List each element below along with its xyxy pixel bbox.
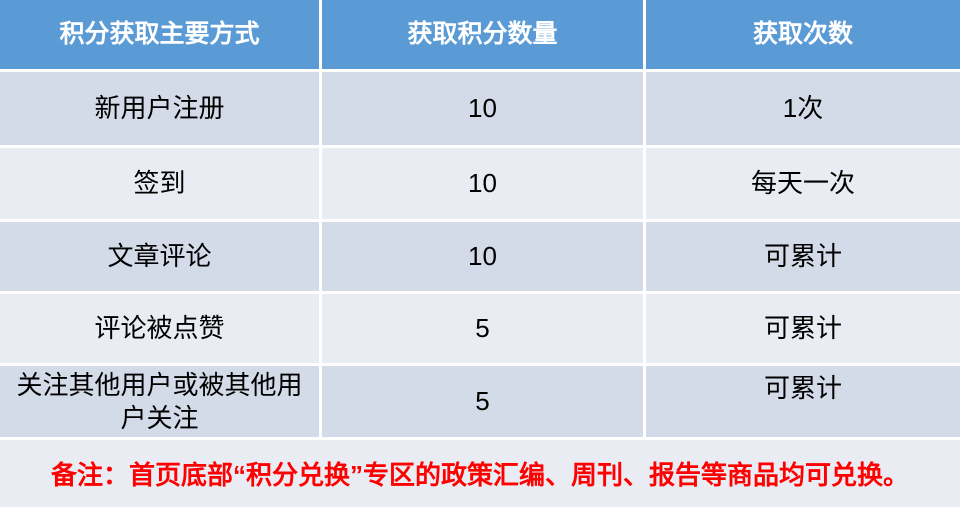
times-cell: 可累计 — [646, 366, 960, 437]
table-row: 文章评论 10 可累计 — [0, 222, 960, 291]
note-row: 备注：首页底部“积分兑换”专区的政策汇编、周刊、报告等商品均可兑换。 — [0, 440, 960, 507]
table-row: 新用户注册 10 1次 — [0, 72, 960, 145]
times-cell: 可累计 — [646, 222, 960, 291]
points-cell: 10 — [322, 148, 643, 219]
method-cell: 关注其他用户或被其他用户关注 — [0, 366, 319, 437]
table-row: 关注其他用户或被其他用户关注 5 可累计 — [0, 366, 960, 437]
table-header-row: 积分获取主要方式 获取积分数量 获取次数 — [0, 0, 960, 69]
method-cell: 评论被点赞 — [0, 294, 319, 363]
points-cell: 5 — [322, 366, 643, 437]
table-row: 签到 10 每天一次 — [0, 148, 960, 219]
header-cell-method: 积分获取主要方式 — [0, 0, 319, 69]
times-cell: 每天一次 — [646, 148, 960, 219]
points-cell: 5 — [322, 294, 643, 363]
points-cell: 10 — [322, 222, 643, 291]
table-note: 备注：首页底部“积分兑换”专区的政策汇编、周刊、报告等商品均可兑换。 — [50, 460, 909, 490]
times-cell: 可累计 — [646, 294, 960, 363]
times-cell: 1次 — [646, 72, 960, 145]
method-cell: 文章评论 — [0, 222, 319, 291]
method-cell: 签到 — [0, 148, 319, 219]
header-cell-points: 获取积分数量 — [322, 0, 643, 69]
points-cell: 10 — [322, 72, 643, 145]
method-cell: 新用户注册 — [0, 72, 319, 145]
header-cell-times: 获取次数 — [646, 0, 960, 69]
table-row: 评论被点赞 5 可累计 — [0, 294, 960, 363]
